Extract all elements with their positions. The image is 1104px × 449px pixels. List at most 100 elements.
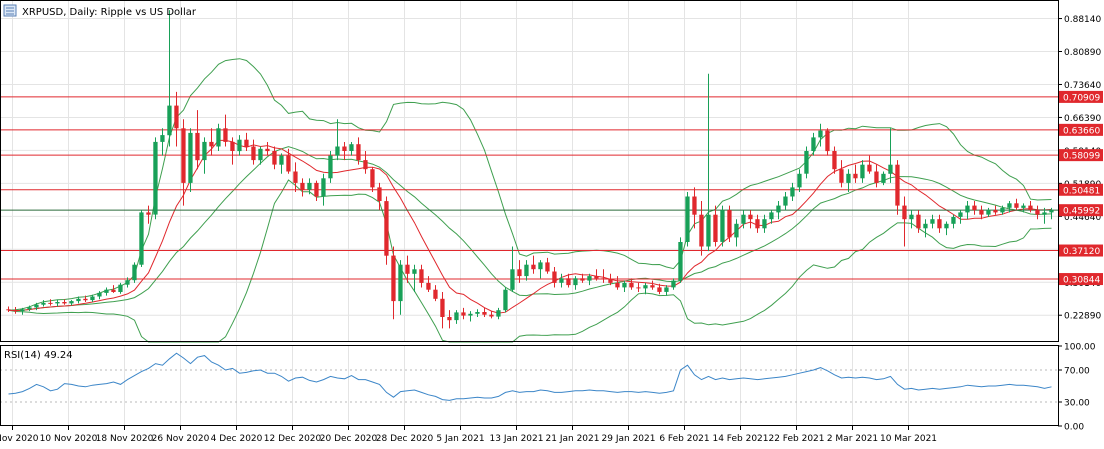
candle-body bbox=[923, 223, 928, 229]
candle-body bbox=[412, 269, 417, 274]
price-tick-label: 0.66390 bbox=[1064, 114, 1101, 124]
candle-body bbox=[307, 182, 312, 190]
candle-body bbox=[447, 317, 452, 321]
candle-body bbox=[132, 264, 137, 281]
candle-body bbox=[1035, 210, 1040, 215]
candle-body bbox=[825, 130, 830, 152]
candle-body bbox=[748, 214, 753, 220]
candle-body bbox=[580, 278, 585, 281]
candle-body bbox=[244, 139, 249, 147]
candle-body bbox=[1021, 205, 1026, 208]
candle-body bbox=[559, 278, 564, 283]
candle-body bbox=[594, 276, 599, 279]
date-tick-label: 14 Feb 2021 bbox=[712, 434, 768, 444]
candle-body bbox=[797, 173, 802, 188]
price-level-label-bg bbox=[1059, 183, 1103, 196]
candle-body bbox=[867, 164, 872, 172]
date-tick-label: 26 Nov 2020 bbox=[152, 434, 210, 444]
candle-body bbox=[951, 217, 956, 224]
candle-body bbox=[538, 262, 543, 270]
candle-body bbox=[398, 264, 403, 302]
candle-body bbox=[734, 223, 739, 238]
candle-body bbox=[167, 105, 172, 136]
price-level-label-bg bbox=[1059, 90, 1103, 103]
price-level-label: 0.50481 bbox=[1063, 186, 1100, 196]
candle-body bbox=[510, 269, 515, 290]
chart-title-group: XRPUSD, Daily: Ripple vs US Dollar bbox=[3, 4, 197, 18]
candle-body bbox=[391, 255, 396, 302]
candle-body bbox=[846, 173, 851, 183]
candle-body bbox=[573, 278, 578, 286]
date-tick-label: 13 Jan 2021 bbox=[490, 434, 544, 444]
candle-body bbox=[426, 282, 431, 290]
candle-body bbox=[125, 280, 130, 285]
price-level-label-bg bbox=[1059, 273, 1103, 286]
candle-body bbox=[608, 279, 613, 283]
candle-body bbox=[587, 276, 592, 281]
candle-body bbox=[356, 144, 361, 161]
price-level-label-bg bbox=[1059, 244, 1103, 257]
candle-body bbox=[517, 269, 522, 277]
price-level-label-bg bbox=[1059, 123, 1103, 136]
candle-body bbox=[440, 298, 445, 317]
candle-body bbox=[601, 278, 606, 280]
date-tick-label: 10 Mar 2021 bbox=[880, 434, 937, 444]
candle-body bbox=[216, 128, 221, 147]
candle-body bbox=[279, 155, 284, 165]
candle-body bbox=[160, 135, 165, 142]
candle-body bbox=[90, 296, 95, 301]
candle-body bbox=[804, 151, 809, 174]
candle-body bbox=[811, 137, 816, 151]
candle-body bbox=[62, 302, 67, 304]
candle-body bbox=[818, 130, 823, 138]
date-tick-label: 5 Jan 2021 bbox=[436, 434, 484, 444]
candle-body bbox=[223, 128, 228, 142]
candle-body bbox=[300, 182, 305, 190]
candle-body bbox=[6, 309, 11, 311]
candle-body bbox=[461, 312, 466, 316]
candle-body bbox=[468, 313, 473, 316]
date-tick-label: 10 Nov 2020 bbox=[40, 434, 98, 444]
candle-body bbox=[958, 212, 963, 217]
price-tick-label: 0.80890 bbox=[1064, 48, 1101, 58]
candle-body bbox=[853, 173, 858, 179]
candle-body bbox=[1028, 205, 1033, 211]
candle-body bbox=[181, 128, 186, 183]
candle-body bbox=[552, 271, 557, 283]
candle-body bbox=[629, 282, 634, 288]
chart-title: XRPUSD, Daily: Ripple vs US Dollar bbox=[22, 7, 197, 18]
candle-body bbox=[27, 307, 32, 310]
price-tick-label: 0.44640 bbox=[1064, 213, 1101, 223]
candle-body bbox=[1042, 212, 1047, 215]
price-level-label: 0.63660 bbox=[1063, 126, 1100, 136]
rsi-tick-label: 70.00 bbox=[1064, 367, 1090, 377]
candle-body bbox=[545, 262, 550, 272]
candle-body bbox=[944, 223, 949, 229]
candle-body bbox=[727, 210, 732, 238]
price-tick-label: 0.22890 bbox=[1064, 312, 1101, 322]
candle-body bbox=[643, 285, 648, 289]
candle-body bbox=[314, 182, 319, 197]
rsi-line bbox=[8, 352, 1052, 401]
candle-body bbox=[153, 141, 158, 215]
candle-body bbox=[993, 210, 998, 213]
candle-body bbox=[419, 269, 424, 283]
candle-body bbox=[202, 141, 207, 161]
candle-body bbox=[258, 148, 263, 161]
date-tick-label: 28 Dec 2020 bbox=[376, 434, 434, 444]
date-tick-label: 2 Mar 2021 bbox=[827, 434, 878, 444]
candle-body bbox=[524, 264, 529, 277]
candle-body bbox=[832, 151, 837, 170]
candle-body bbox=[986, 210, 991, 215]
date-tick-label: 2 Nov 2020 bbox=[0, 434, 39, 444]
candle-body bbox=[874, 171, 879, 183]
candle-body bbox=[496, 310, 501, 317]
candle-body bbox=[188, 132, 193, 183]
candle-body bbox=[83, 298, 88, 301]
candle-body bbox=[370, 169, 375, 188]
candle-body bbox=[104, 289, 109, 293]
candle-body bbox=[650, 285, 655, 288]
price-level-label: 0.45992 bbox=[1063, 207, 1100, 217]
